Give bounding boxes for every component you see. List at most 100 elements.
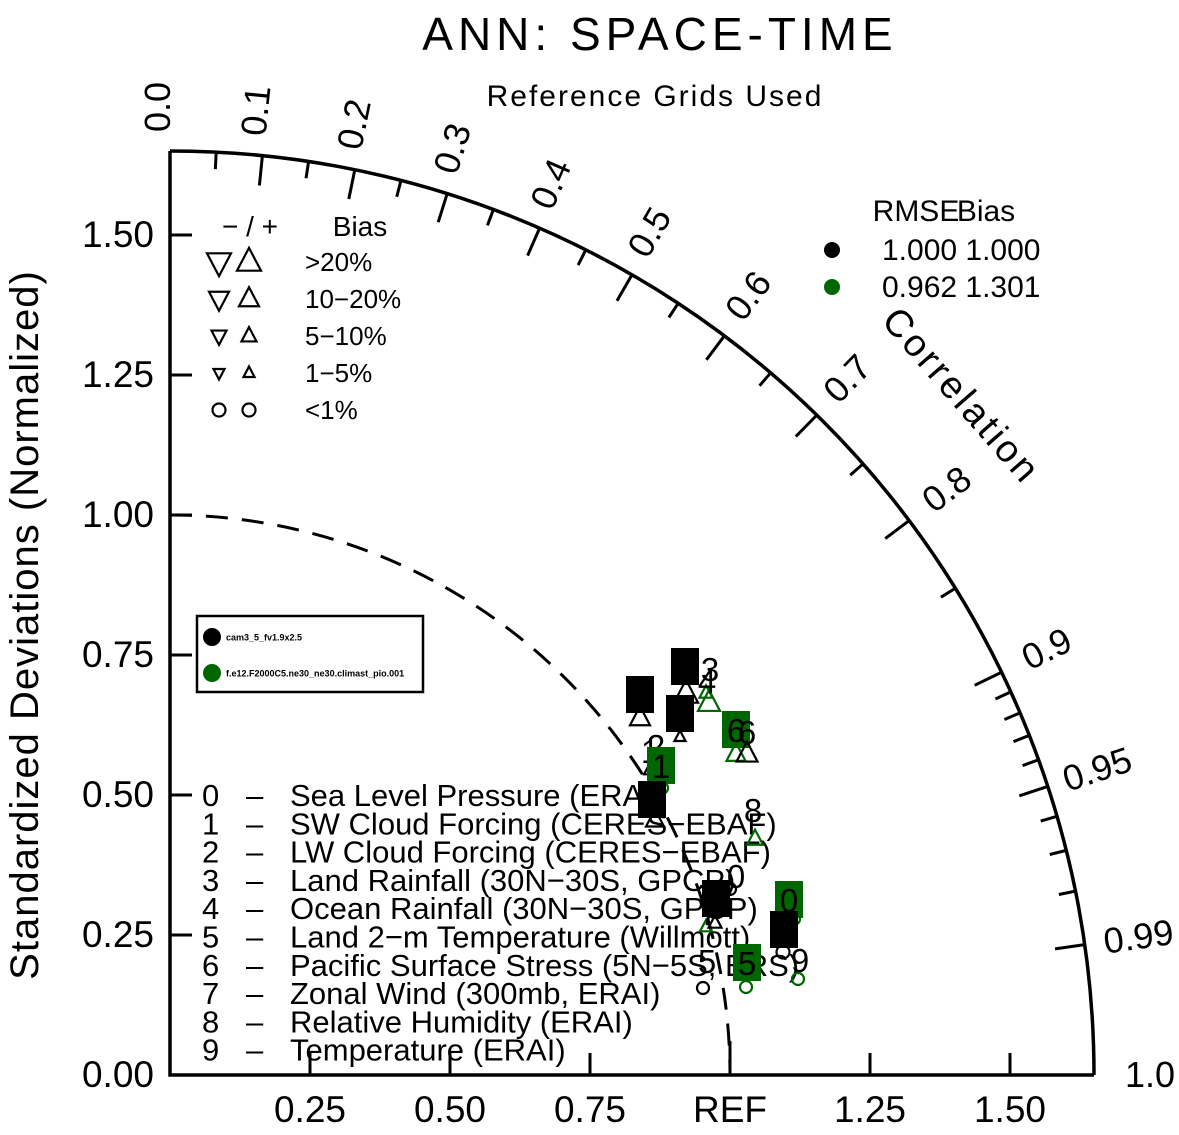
legend-item-name: LW Cloud Forcing (CERES−EBAF) <box>290 835 771 870</box>
y-axis-tick-label: 0.25 <box>82 914 154 955</box>
marker-label: 6 <box>727 712 745 749</box>
legend-item: 5– Land 2−m Temperature (Willmott) <box>202 920 750 955</box>
legend-item-dash: – <box>246 806 264 841</box>
y-axis-tick-label: 1.00 <box>82 494 154 535</box>
marker-black-9: 9 <box>770 911 798 960</box>
correlation-axis-label: Correlation <box>873 300 1048 493</box>
variable-list: 0– Sea Level Pressure (ERAI)1– SW Cloud Fo… <box>202 778 799 1068</box>
correlation-tick-label: 0.1 <box>233 84 279 138</box>
legend-item-dash: – <box>246 891 264 926</box>
correlation-tick <box>940 586 957 599</box>
correlation-tick <box>1018 785 1049 798</box>
marker-green-5: 5 <box>733 944 761 995</box>
marker-label-box <box>626 676 654 713</box>
legend-item-dash: – <box>246 1004 264 1039</box>
model-dot-icon <box>203 628 221 646</box>
legend-item-dash: – <box>246 976 264 1011</box>
marker-triangle-up-icon <box>734 739 760 763</box>
reference-dashed-arc <box>169 513 732 1076</box>
marker-green-6: 6 <box>722 711 750 762</box>
correlation-tick <box>1003 711 1021 721</box>
marker-black-8: 8 <box>638 781 666 828</box>
correlation-tick-label: 0.7 <box>815 346 879 410</box>
bias-triangle-down-icon <box>211 367 227 382</box>
legend-item: 7– Zonal Wind (300mb, ERAI) <box>202 976 660 1011</box>
bias-symbol-legend: − / + Bias >20% 10−20% 5−10% 1−5% <1% <box>205 211 401 425</box>
x-axis-tick-label: 0.25 <box>274 1089 346 1130</box>
marker-label: 2 <box>671 696 689 733</box>
marker-label: 8 <box>744 792 762 829</box>
x-axis-tick-label: 1.25 <box>834 1089 906 1130</box>
bias-triangle-up-icon <box>239 324 259 343</box>
correlation-tick <box>705 334 726 361</box>
bias-circle-icon <box>211 402 227 418</box>
marker-label: 9 <box>791 942 809 979</box>
legend-item-id: 0 <box>202 778 219 813</box>
legend-item-id: 3 <box>202 863 219 898</box>
marker-black-5: 5 <box>695 943 716 996</box>
marker-label: 4 <box>676 649 694 686</box>
axis-lines <box>168 151 1094 1077</box>
bias-triangle-up-icon <box>241 364 257 379</box>
correlation-ticks <box>213 152 1085 951</box>
legend-item-id: 2 <box>202 835 219 870</box>
marker-black-7: 7 <box>702 880 730 929</box>
model-name-legend: cam3_5_fv1.9x2.5 f.e12.F2000C5.ne30_ne30.… <box>195 614 425 694</box>
correlation-tick <box>1058 889 1076 896</box>
correlation-tick <box>1022 758 1040 767</box>
legend-item-id: 5 <box>202 920 219 955</box>
correlation-tick <box>615 274 634 302</box>
marker-black-2: 2 <box>666 695 694 743</box>
marker-label: 0 <box>727 858 745 895</box>
marker-triangle-up-icon <box>628 703 652 727</box>
marker-label: 1 <box>652 748 670 785</box>
y-axis-tick-label: 1.25 <box>82 354 154 395</box>
legend-item: 1– SW Cloud Forcing (CERES−EBAF) <box>202 806 777 841</box>
marker-label: 5 <box>698 943 716 980</box>
legend-item-id: 6 <box>202 948 219 983</box>
legend-item-name: Relative Humidity (ERAI) <box>290 1004 633 1039</box>
marker-green-4: 4 <box>696 663 722 713</box>
legend-item: 0– Sea Level Pressure (ERAI) <box>202 778 662 813</box>
correlation-tick-label: 0.8 <box>914 458 979 521</box>
marker-label: 3 <box>631 677 649 714</box>
marker-label: 0 <box>780 882 798 919</box>
correlation-tick <box>1049 848 1067 856</box>
marker-label: 8 <box>643 782 661 819</box>
legend-item: 6– Pacific Surface Stress (5N−5S, ERS) <box>202 948 799 983</box>
marker-label: 3 <box>701 651 719 688</box>
bias-legend-row-label: 1−5% <box>305 358 372 388</box>
axis-tick-labels: 0.25 0.50 0.75 REF 1.25 1.500.000.250.500.751… <box>82 214 1046 1130</box>
marker-black-4: 4 <box>671 648 700 704</box>
correlation-tick-label: 0.99 <box>1101 911 1176 961</box>
correlation-tick <box>257 155 264 186</box>
correlation-arc <box>169 149 1096 1076</box>
axis-frame <box>168 149 1096 1077</box>
y-axis-tick-label: 0.75 <box>82 634 154 675</box>
x-axis-tick-label: REF <box>693 1089 767 1130</box>
bias-triangle-up-icon <box>237 284 261 308</box>
x-axis-tick-label: 0.50 <box>414 1089 486 1130</box>
rmse-bias-values: 0.962 1.301 <box>882 271 1040 304</box>
marker-label: 7 <box>707 881 725 918</box>
legend-item-dash: – <box>246 863 264 898</box>
marker-label-box <box>722 711 750 748</box>
legend-item-name: Land 2−m Temperature (Willmott) <box>290 920 750 955</box>
legend-item-dash: – <box>246 920 264 955</box>
bias-triangle-up-icon <box>235 245 263 272</box>
correlation-tick <box>436 193 449 223</box>
correlation-tick <box>884 519 911 540</box>
model-dot-icon <box>203 664 221 682</box>
legend-item-id: 8 <box>202 1004 219 1039</box>
marker-triangle-up-icon <box>696 687 722 713</box>
x-axis-tick-label: 1.50 <box>974 1089 1046 1130</box>
y-axis-label: Standardized Deviations (Normalized) <box>3 270 47 980</box>
legend-item-id: 9 <box>202 1033 219 1068</box>
model-name: f.e12.F2000C5.ne30_ne30.climast_pio.001 <box>226 669 404 679</box>
axis-ticks <box>170 233 1012 1075</box>
legend-item: 8– Relative Humidity (ERAI) <box>202 1004 633 1039</box>
correlation-tick <box>576 249 588 266</box>
legend-item: 2– LW Cloud Forcing (CERES−EBAF) <box>202 835 771 870</box>
